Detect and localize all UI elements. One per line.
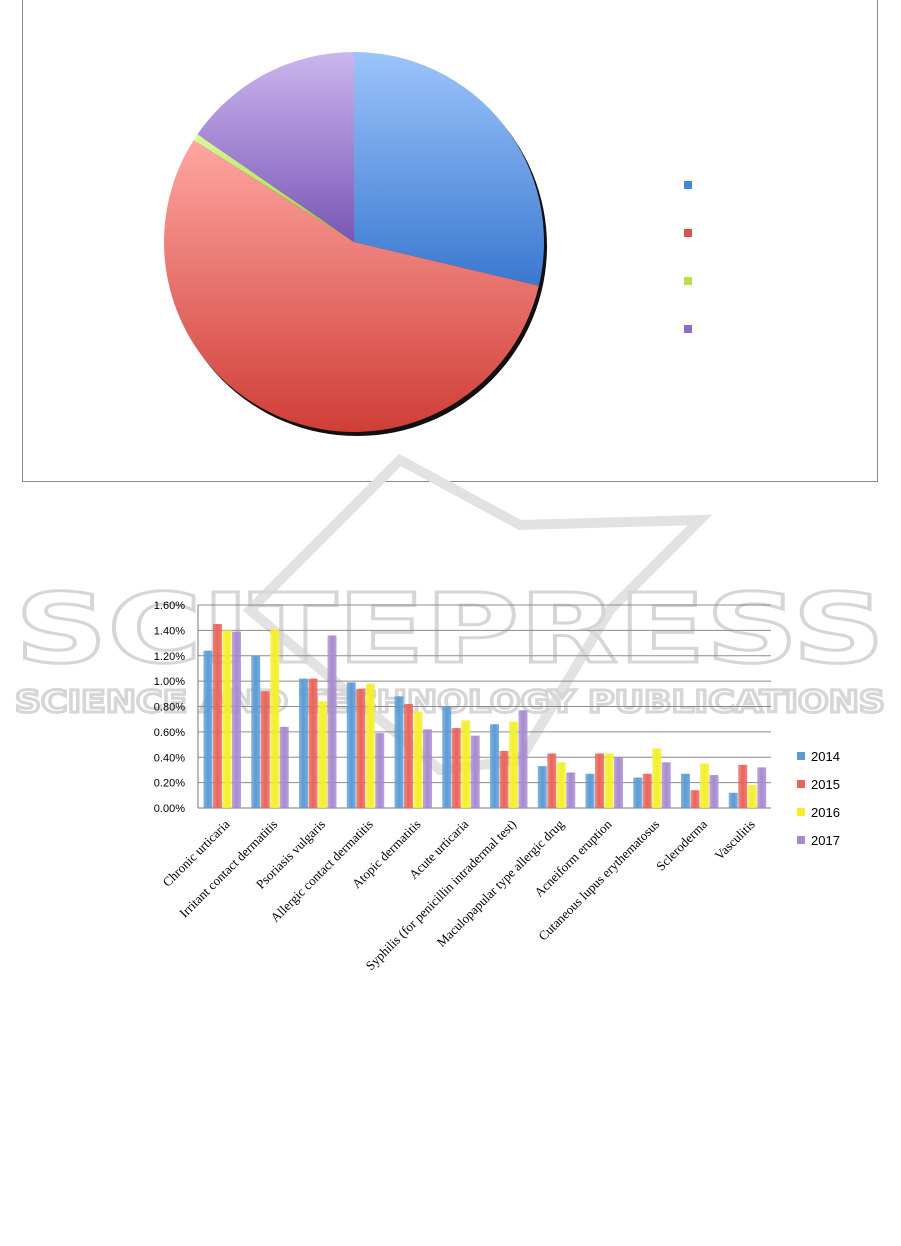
bar-2014: [442, 706, 452, 808]
bar-2015: [642, 773, 652, 808]
y-tick-label: 0.40%: [154, 752, 185, 764]
bar-2015: [308, 678, 318, 808]
y-tick-label: 1.20%: [154, 651, 185, 663]
pie-legend-marker-4: [684, 325, 692, 333]
watermark-title: SCITEPRESS: [15, 573, 885, 685]
bar-2016: [318, 701, 327, 808]
pie-legend-marker-1: [684, 181, 692, 189]
bar-2017: [232, 631, 241, 808]
bar-2016: [461, 720, 471, 808]
bar-2016: [747, 785, 757, 808]
bar-2017: [279, 726, 289, 808]
y-tick-label: 1.40%: [154, 625, 185, 637]
x-category-label: Vasculitis: [711, 817, 757, 863]
bar-2017: [518, 710, 528, 808]
bar-2014: [728, 792, 738, 808]
bar-2014: [203, 650, 213, 808]
bar-2015: [260, 691, 270, 808]
bar-2015: [451, 728, 461, 808]
pie-slice-2: [164, 140, 539, 432]
x-category-label: Scleroderma: [653, 816, 710, 873]
bar-2016: [652, 748, 662, 808]
bar-2016: [413, 711, 423, 808]
bar-2015: [499, 750, 509, 808]
bar-2014: [299, 678, 308, 808]
y-tick-label: 0.20%: [154, 778, 185, 790]
bar-2016: [365, 683, 375, 808]
bar-2014: [490, 724, 499, 808]
legend-marker-2016: [797, 808, 805, 816]
bar-2017: [375, 733, 385, 808]
bar-2015: [738, 764, 748, 808]
pie-slice-4: [197, 52, 354, 242]
pie-legend-marker-2: [684, 229, 692, 237]
bar-2014: [585, 773, 595, 808]
bar-2014: [251, 655, 261, 808]
bar-2017: [757, 767, 767, 808]
bar-2015: [356, 688, 366, 808]
bar-2014: [394, 696, 404, 808]
legend-label-2015: 2015: [811, 777, 840, 792]
bar-2016: [270, 629, 280, 808]
bar-2014: [346, 682, 356, 808]
bar-2017: [470, 735, 480, 808]
pie-legend-marker-3: [684, 277, 692, 285]
y-tick-label: 1.00%: [154, 676, 185, 688]
bar-2015: [690, 790, 700, 808]
bar-2016: [604, 753, 614, 808]
bar-2015: [547, 753, 557, 808]
bar-2016: [222, 630, 232, 808]
legend-label-2016: 2016: [811, 805, 840, 820]
bar-2017: [423, 729, 432, 808]
bar-2016: [556, 762, 566, 808]
pie-slice-1: [354, 52, 544, 286]
legend-label-2014: 2014: [811, 749, 840, 764]
bar-2015: [404, 703, 413, 808]
bar-2016: [509, 721, 518, 808]
bar-2017: [614, 757, 623, 808]
bar-2014: [681, 773, 690, 808]
bar-2015: [595, 753, 604, 808]
y-tick-label: 0.80%: [154, 702, 185, 714]
bar-2017: [661, 762, 671, 808]
bar-2017: [327, 635, 337, 808]
y-tick-label: 1.60%: [154, 600, 185, 612]
legend-marker-2015: [797, 780, 805, 788]
bar-2016: [700, 763, 709, 808]
bar-2014: [537, 766, 547, 808]
y-tick-label: 0.60%: [154, 727, 185, 739]
pie-chart: [164, 52, 692, 436]
bar-2017: [709, 775, 719, 808]
legend-marker-2017: [797, 836, 805, 844]
pie-slice-3: [193, 134, 354, 242]
legend-label-2017: 2017: [811, 833, 840, 848]
bar-2017: [566, 772, 576, 808]
bar-2015: [213, 624, 222, 808]
y-tick-label: 0.00%: [154, 803, 185, 815]
legend-marker-2014: [797, 752, 805, 760]
bar-2014: [633, 777, 643, 808]
